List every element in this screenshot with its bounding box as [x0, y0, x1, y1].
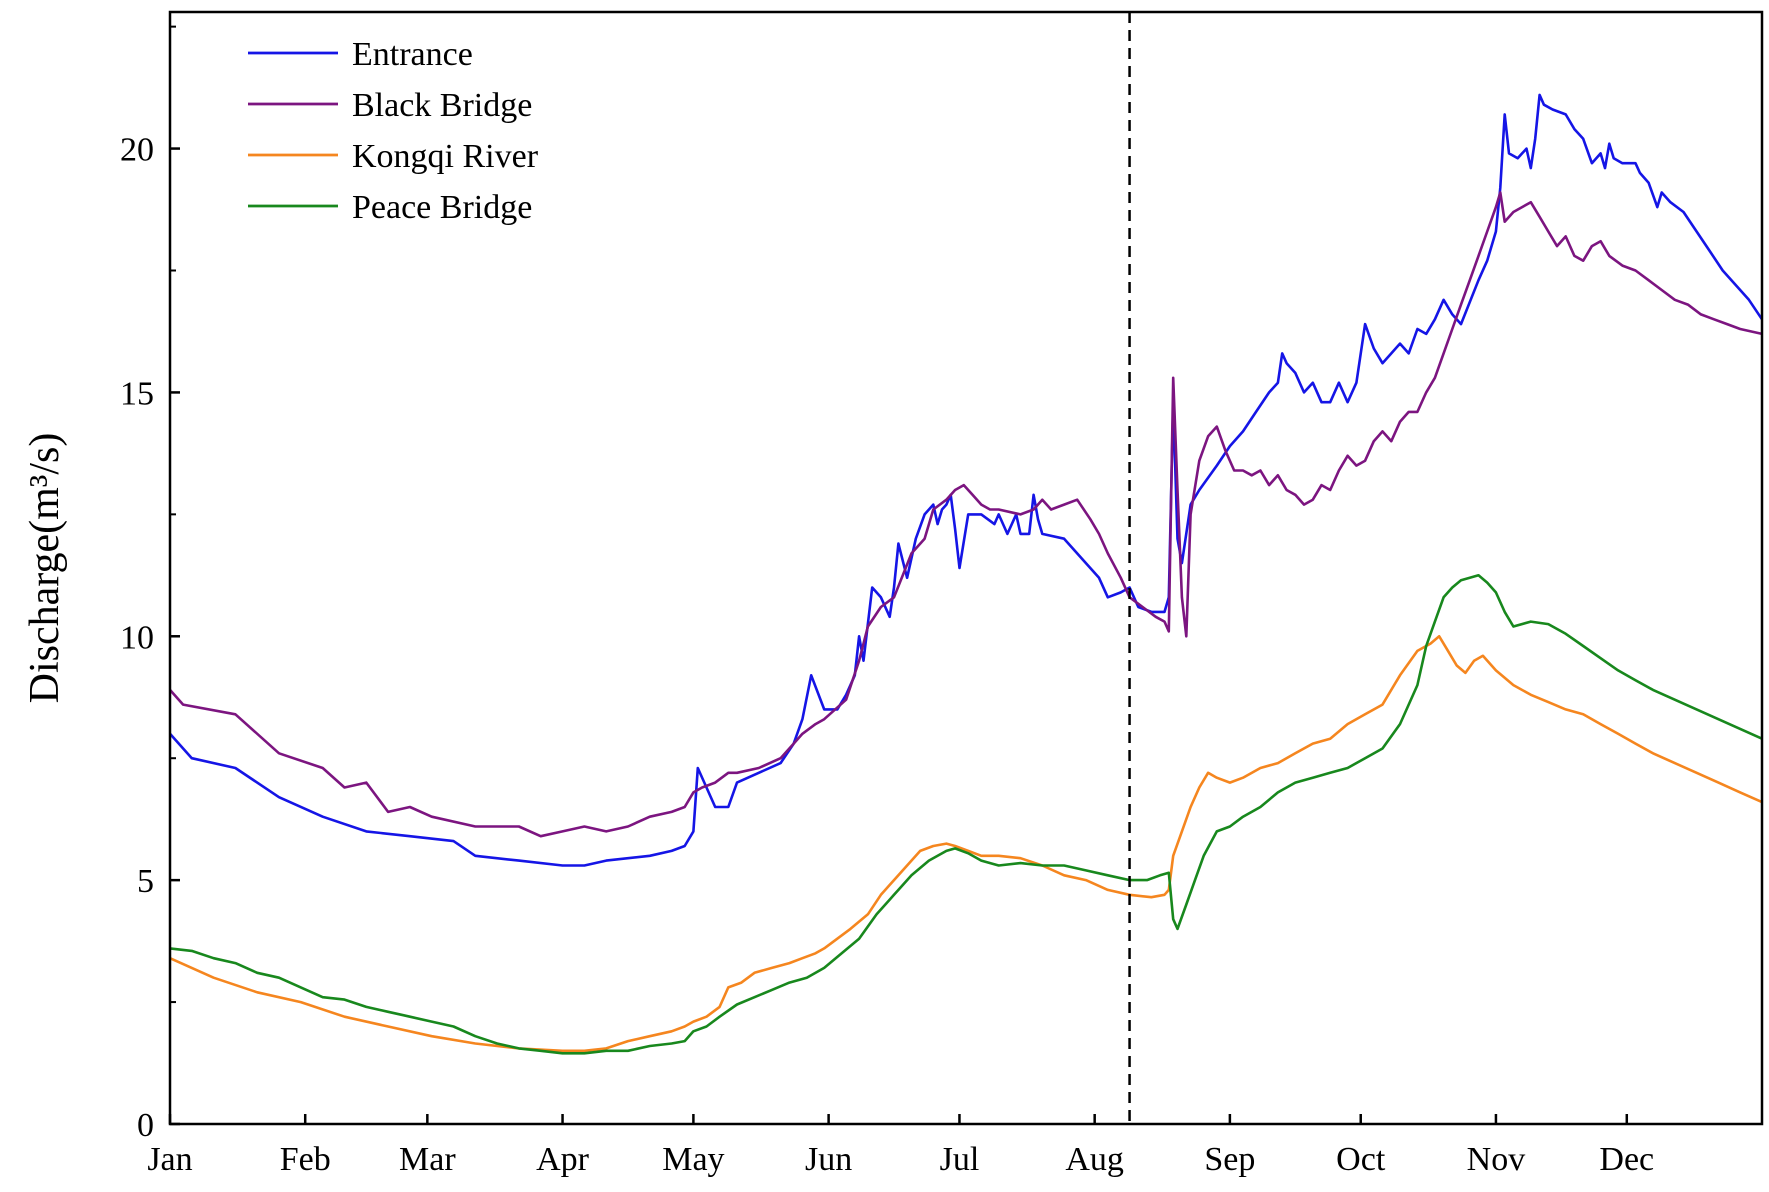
- x-tick-label-may: May: [662, 1141, 724, 1178]
- y-tick-label: 20: [120, 132, 154, 169]
- y-tick-label: 5: [137, 863, 154, 900]
- y-axis-title: Discharge(m³/s): [22, 433, 68, 704]
- series-line-black-bridge: [169, 191, 1763, 838]
- x-axis: Jan Feb Mar Apr May Jun Jul Aug Sep Oct Nov Dec: [147, 1114, 1654, 1178]
- legend-label-entrance: Entrance: [352, 36, 473, 73]
- x-tick-label-sep: Sep: [1204, 1141, 1255, 1178]
- series-line-kongqi-river: [169, 635, 1763, 1053]
- series-line-peace-bridge: [169, 574, 1763, 1055]
- legend-label-black-bridge: Black Bridge: [352, 87, 532, 124]
- x-tick-label-jan: Jan: [147, 1141, 192, 1178]
- series-layer: [169, 93, 1764, 1055]
- legend-label-peace-bridge: Peace Bridge: [352, 189, 532, 226]
- y-tick-label: 15: [120, 375, 154, 412]
- x-tick-label-nov: Nov: [1467, 1141, 1526, 1178]
- x-tick-label-apr: Apr: [536, 1141, 590, 1178]
- x-tick-label-mar: Mar: [399, 1141, 456, 1178]
- y-axis: 0 5 10 15 20: [120, 25, 180, 1144]
- legend-label-kongqi-river: Kongqi River: [352, 138, 539, 175]
- y-tick-label: 10: [120, 619, 154, 656]
- plot-frame: [168, 10, 1764, 1126]
- x-tick-label-jul: Jul: [940, 1141, 980, 1178]
- y-tick-label: 0: [137, 1107, 154, 1144]
- x-tick-label-jun: Jun: [805, 1141, 852, 1178]
- x-tick-label-oct: Oct: [1336, 1141, 1386, 1178]
- x-tick-label-aug: Aug: [1065, 1141, 1124, 1178]
- legend: Entrance Black Bridge Kongqi River Peace Br…: [248, 36, 539, 226]
- x-tick-label-dec: Dec: [1599, 1141, 1654, 1178]
- x-tick-label-feb: Feb: [280, 1141, 331, 1178]
